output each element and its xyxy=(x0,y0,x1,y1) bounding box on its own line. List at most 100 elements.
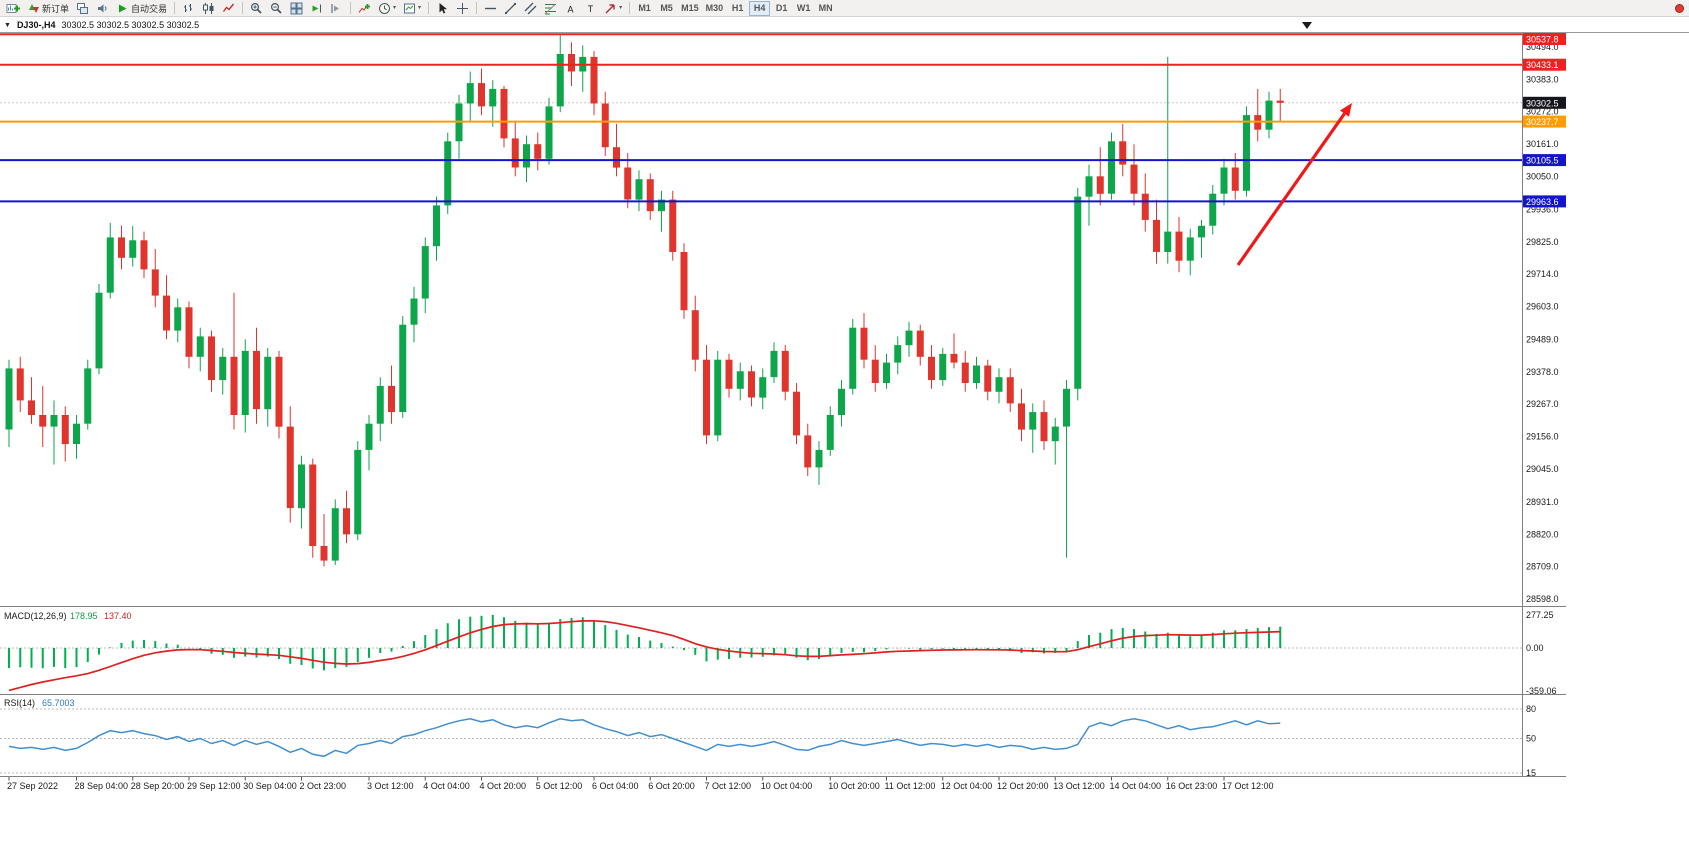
candle xyxy=(1130,144,1138,206)
status-indicator-icon xyxy=(1675,4,1684,13)
label-button[interactable]: T xyxy=(581,1,600,16)
alerts-button[interactable] xyxy=(93,1,112,16)
tile-windows-icon xyxy=(290,2,303,15)
candle xyxy=(545,97,553,165)
timeframe-h4-button[interactable]: H4 xyxy=(749,0,771,16)
time-tick-label: 14 Oct 04:00 xyxy=(1110,781,1162,791)
new-order-button[interactable]: 新订单 xyxy=(24,1,72,16)
price-badge: 30433.1 xyxy=(1523,58,1566,71)
indicators-button[interactable] xyxy=(355,1,374,16)
horizontal-line-button[interactable] xyxy=(481,1,500,16)
candle xyxy=(298,455,305,529)
line-chart-button[interactable] xyxy=(219,1,238,16)
chart-shift-icon xyxy=(330,2,343,15)
svg-text:30237.7: 30237.7 xyxy=(1526,117,1559,127)
auto-scroll-button[interactable] xyxy=(307,1,326,16)
text-button[interactable]: A xyxy=(561,1,580,16)
time-tick-label: 28 Sep 20:00 xyxy=(131,781,185,791)
price-badge: 30537.8 xyxy=(1523,33,1566,45)
candle xyxy=(118,225,125,270)
time-tick-label: 6 Oct 04:00 xyxy=(592,781,639,791)
chart-canvas[interactable]: 30494.0 30383.0 30272.0 30161.0 30050.0 29936… xyxy=(0,33,1689,854)
autotrade-label: 自动交易 xyxy=(131,3,168,14)
candle xyxy=(658,190,665,232)
candle xyxy=(928,345,935,389)
line-chart-icon xyxy=(222,2,235,15)
tile-windows-button[interactable] xyxy=(287,1,306,16)
price-tick-label: 29714.0 xyxy=(1526,269,1559,279)
chart-shift-button[interactable] xyxy=(327,1,346,16)
candle xyxy=(354,441,362,541)
timeframe-d1-button[interactable]: D1 xyxy=(771,1,792,16)
timeframe-m1-button[interactable]: M1 xyxy=(634,1,655,16)
crosshair-button[interactable] xyxy=(453,1,472,16)
price-scale[interactable] xyxy=(1522,33,1566,776)
templates-button[interactable]: ▾ xyxy=(400,1,424,16)
candle xyxy=(511,120,519,177)
zoom-out-button[interactable] xyxy=(267,1,286,16)
price-tick-label: 29489.0 xyxy=(1526,335,1559,345)
trendline-icon xyxy=(504,2,517,15)
candle xyxy=(1108,132,1115,200)
chart-shift-marker[interactable] xyxy=(1302,22,1312,29)
auto-scroll-icon xyxy=(310,2,323,15)
svg-text:29963.6: 29963.6 xyxy=(1526,197,1559,207)
candle xyxy=(1265,91,1273,139)
chevron-down-icon: ▾ xyxy=(418,5,422,11)
chart-symbol-period: DJ30-,H4 xyxy=(16,20,56,30)
new-chart-button[interactable] xyxy=(3,1,23,16)
candle xyxy=(61,406,69,462)
window-menu-icon[interactable]: ▼ xyxy=(4,21,11,29)
trendline-button[interactable] xyxy=(501,1,520,16)
timeframe-mn-button[interactable]: MN xyxy=(815,1,836,16)
toolbar-separator xyxy=(242,2,244,14)
autotrade-button[interactable]: 自动交易 xyxy=(113,1,170,16)
timeframe-h1-button[interactable]: H1 xyxy=(727,1,748,16)
price-tick-label: 28931.0 xyxy=(1526,497,1559,507)
shapes-button[interactable]: ▾ xyxy=(601,1,625,16)
time-tick-label: 28 Sep 04:00 xyxy=(75,781,129,791)
candle xyxy=(669,190,677,261)
candle xyxy=(151,249,159,308)
trend-arrow-head[interactable] xyxy=(1340,103,1352,117)
candle xyxy=(264,348,272,427)
time-tick-label: 11 Oct 12:00 xyxy=(885,781,936,791)
timeframe-m15-button[interactable]: M15 xyxy=(678,1,702,16)
charts-list-button[interactable] xyxy=(73,1,92,16)
svg-text:30105.5: 30105.5 xyxy=(1526,156,1559,166)
price-tick-label: 30272.0 xyxy=(1526,107,1559,117)
candle xyxy=(1018,388,1025,442)
cursor-button[interactable] xyxy=(433,1,452,16)
candle xyxy=(995,368,1003,404)
candle xyxy=(16,356,24,413)
time-tick-label: 27 Sep 2022 xyxy=(7,781,58,791)
candle xyxy=(804,423,812,477)
timeframe-m30-button[interactable]: M30 xyxy=(703,1,727,16)
bar-chart-icon xyxy=(182,2,195,15)
time-scale[interactable] xyxy=(0,777,1522,807)
macd-scale-label: 0.00 xyxy=(1526,643,1544,653)
candle xyxy=(5,359,13,447)
new-chart-icon xyxy=(6,2,20,15)
candle xyxy=(84,359,92,430)
time-tick-label: 16 Oct 23:00 xyxy=(1166,781,1218,791)
chevron-down-icon: ▾ xyxy=(393,5,397,11)
fibonacci-button[interactable] xyxy=(541,1,560,16)
macd-value-main: 178.95 xyxy=(70,611,98,621)
candle xyxy=(815,441,823,485)
macd-signal-line xyxy=(8,619,1281,692)
timeframe-w1-button[interactable]: W1 xyxy=(793,1,814,16)
periods-button[interactable]: ▾ xyxy=(375,1,399,16)
trend-arrow-object[interactable] xyxy=(1236,112,1346,266)
candle xyxy=(826,406,834,456)
candlestick-chart-button[interactable] xyxy=(199,1,218,16)
timeframe-m5-button[interactable]: M5 xyxy=(656,1,677,16)
rsi-value: 65.7003 xyxy=(42,698,75,708)
candle xyxy=(129,225,137,267)
candle xyxy=(556,35,564,113)
channel-button[interactable] xyxy=(521,1,540,16)
bar-chart-button[interactable] xyxy=(179,1,198,16)
candle xyxy=(1006,368,1014,413)
candle xyxy=(95,284,103,375)
zoom-in-button[interactable] xyxy=(247,1,266,16)
